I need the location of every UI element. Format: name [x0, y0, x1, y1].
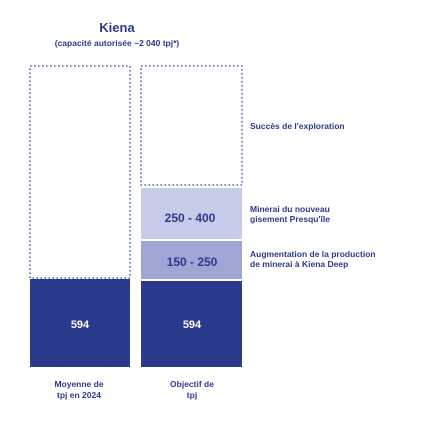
bar2-presquile-segment — [141, 188, 242, 239]
x-label-bar2-line1: Objectif de — [170, 379, 214, 389]
annotation-exploration: Succès de l'exploration — [250, 121, 345, 131]
annotation-deep-line2: de minerai à Kiena Deep — [250, 259, 349, 269]
bar1-base-bar — [30, 279, 130, 367]
x-label-bar1-line1: Moyenne de — [54, 379, 104, 389]
bar2-deep-label: 150 - 250 — [167, 255, 218, 269]
x-label-bar2: Objectif de tpj — [140, 379, 244, 401]
x-label-bar1-line2: tpj en 2024 — [57, 390, 101, 400]
annotation-presquile-line2: gisement Presqu'île — [250, 214, 330, 224]
bar1-value-label: 594 — [71, 319, 90, 331]
annotation-presquile-line1: Minerai du nouveau — [250, 204, 330, 214]
x-label-bar2-line2: tpj — [186, 390, 198, 400]
bar2-presquile-label: 250 - 400 — [165, 211, 216, 225]
chart-subtitle: (capacité autorisée ~2 040 tpj*) — [54, 38, 180, 48]
x-label-bar1: Moyenne de tpj en 2024 — [27, 379, 131, 401]
bar2-deep-segment — [141, 241, 242, 279]
bar2-base-bar — [141, 281, 242, 367]
bar2-exploration-outline — [140, 65, 243, 186]
annotation-deep-line1: Augmentation de la production — [250, 249, 376, 259]
bar1-dotted-outline — [29, 65, 131, 279]
annotation-deep: Augmentation de la production de minerai… — [250, 249, 376, 269]
bar2-value-label: 594 — [183, 319, 202, 331]
chart-title: Kiena — [99, 20, 135, 35]
annotation-presquile: Minerai du nouveau gisement Presqu'île — [250, 204, 330, 224]
